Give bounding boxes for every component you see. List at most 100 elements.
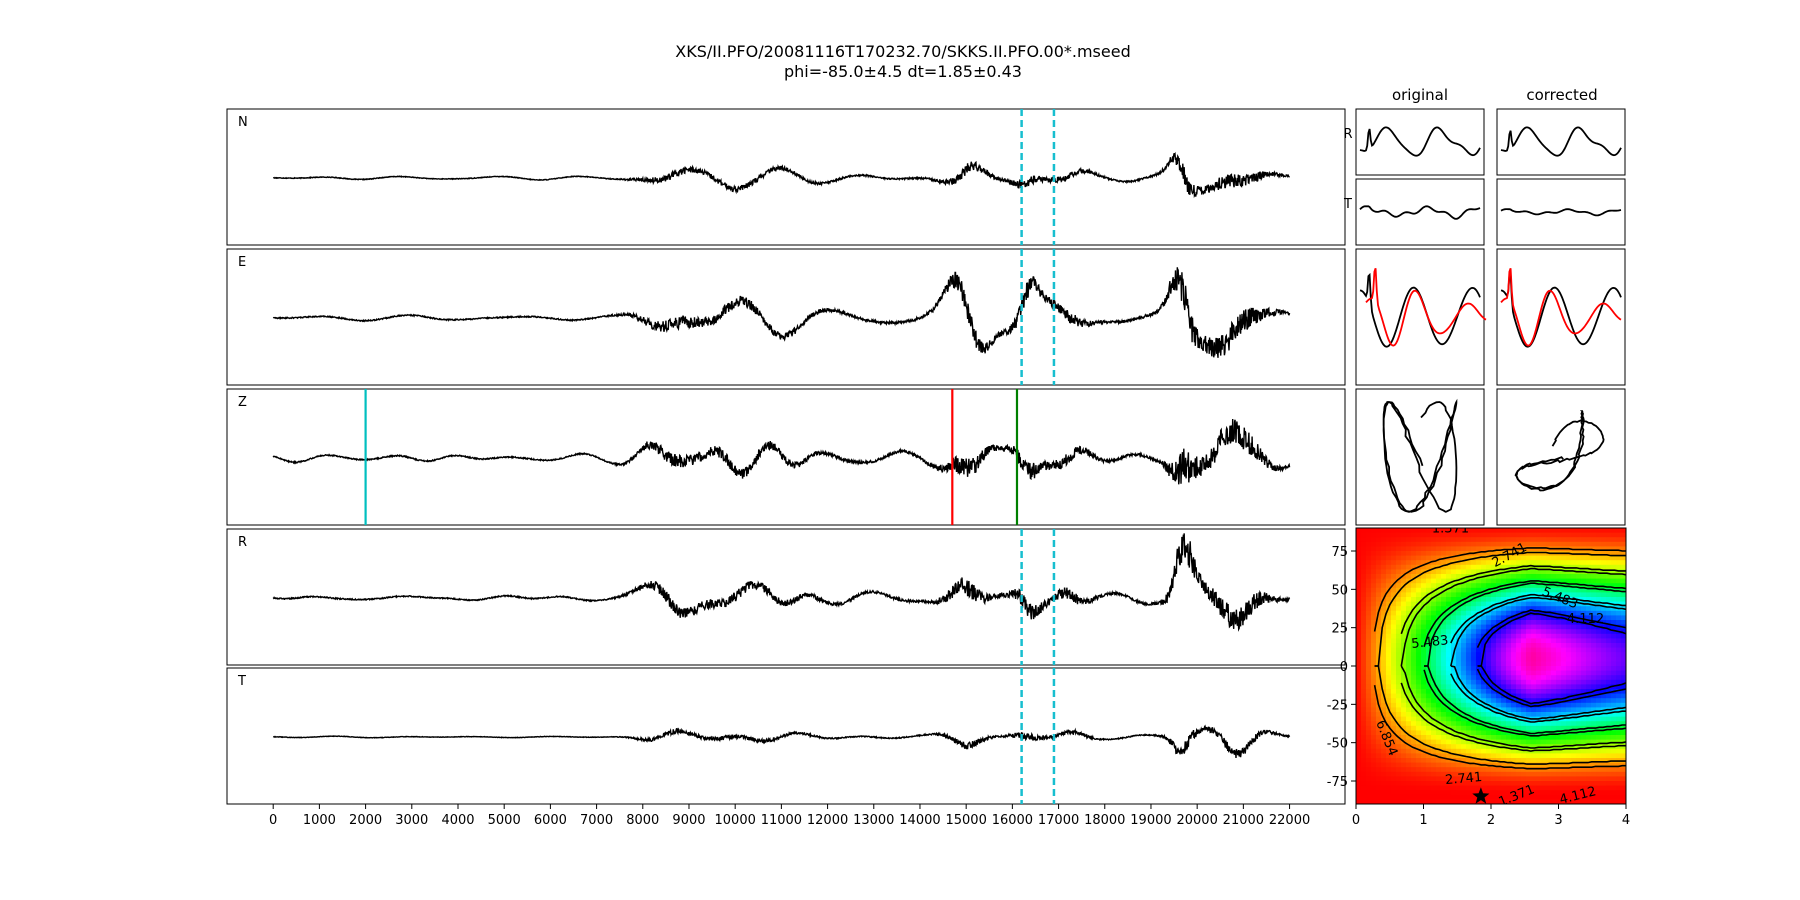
heatmap-cell <box>1416 560 1422 566</box>
heatmap-cell <box>1386 597 1392 603</box>
heatmap-cell <box>1491 661 1497 667</box>
heatmap-cell <box>1461 528 1467 534</box>
heatmap-cell <box>1356 735 1362 741</box>
heatmap-cell <box>1386 785 1392 791</box>
heatmap-cell <box>1551 721 1557 727</box>
heatmap-cell <box>1571 735 1577 741</box>
heatmap-cell <box>1446 532 1452 538</box>
heatmap-cell <box>1576 679 1582 685</box>
heatmap-cell <box>1606 716 1612 722</box>
heatmap-cell <box>1406 794 1412 800</box>
heatmap-cell <box>1491 610 1497 616</box>
heatmap-cell <box>1476 762 1482 768</box>
heatmap-cell <box>1566 537 1572 543</box>
heatmap-cell <box>1536 647 1542 653</box>
heatmap-cell <box>1361 730 1367 736</box>
heatmap-cell <box>1466 555 1472 561</box>
heatmap-cell <box>1521 767 1527 773</box>
heatmap-cell <box>1526 794 1532 800</box>
heatmap-cell <box>1361 555 1367 561</box>
heatmap-cell <box>1376 578 1382 584</box>
heatmap-cell <box>1366 748 1372 754</box>
heatmap-cell <box>1456 633 1462 639</box>
heatmap-cell <box>1386 744 1392 750</box>
heatmap-cell <box>1356 670 1362 676</box>
heatmap-cell <box>1606 762 1612 768</box>
heatmap-cell <box>1491 560 1497 566</box>
heatmap-cell <box>1541 794 1547 800</box>
heatmap-cell <box>1531 583 1537 589</box>
heatmap-cell <box>1536 675 1542 681</box>
heatmap-cell <box>1411 528 1417 534</box>
heatmap-cell <box>1526 785 1532 791</box>
heatmap-cell <box>1576 776 1582 782</box>
heatmap-cell <box>1381 615 1387 621</box>
heatmap-cell <box>1601 730 1607 736</box>
heatmap-cell <box>1451 624 1457 630</box>
heatmap-cell <box>1456 546 1462 552</box>
heatmap-cell <box>1446 753 1452 759</box>
contour-line <box>1450 597 1626 667</box>
heatmap-cell <box>1361 592 1367 598</box>
heatmap-cell <box>1521 689 1527 695</box>
heatmap-cell <box>1526 693 1532 699</box>
heatmap-cell <box>1506 633 1512 639</box>
heatmap-cell <box>1536 753 1542 759</box>
heatmap-cell <box>1531 739 1537 745</box>
heatmap-cell <box>1511 675 1517 681</box>
heatmap-cell <box>1491 716 1497 722</box>
heatmap-cell <box>1616 555 1622 561</box>
heatmap-cell <box>1526 583 1532 589</box>
heatmap-cell <box>1451 698 1457 704</box>
heatmap-cell <box>1386 776 1392 782</box>
heatmap-cell <box>1556 666 1562 672</box>
heatmap-cell <box>1426 702 1432 708</box>
heatmap-cell <box>1596 652 1602 658</box>
heatmap-cell <box>1401 716 1407 722</box>
contour-label: 5.483 <box>1411 633 1450 652</box>
heatmap-cell <box>1521 620 1527 626</box>
heatmap-cell <box>1466 597 1472 603</box>
heatmap-cell <box>1591 781 1597 787</box>
heatmap-cell <box>1461 541 1467 547</box>
heatmap-cell <box>1381 643 1387 649</box>
heatmap-cell <box>1621 528 1626 534</box>
heatmap-cell <box>1571 799 1577 804</box>
heatmap-cell <box>1376 721 1382 727</box>
heatmap-cell <box>1536 748 1542 754</box>
heatmap-cell <box>1476 730 1482 736</box>
heatmap-cell <box>1596 716 1602 722</box>
heatmap-cell <box>1386 767 1392 773</box>
heatmap-cell <box>1521 721 1527 727</box>
heatmap-cell <box>1371 698 1377 704</box>
heatmap-cell <box>1451 574 1457 580</box>
heatmap-cell <box>1436 638 1442 644</box>
heatmap-cell <box>1446 647 1452 653</box>
heatmap-cell <box>1401 781 1407 787</box>
heatmap-cell <box>1371 739 1377 745</box>
heatmap-cell <box>1366 689 1372 695</box>
heatmap-cell <box>1416 762 1422 768</box>
heatmap-cell <box>1456 610 1462 616</box>
heatmap-cell <box>1511 652 1517 658</box>
heatmap-cell <box>1461 785 1467 791</box>
heatmap-cell <box>1571 753 1577 759</box>
heatmap-cell <box>1411 597 1417 603</box>
heatmap-cell <box>1366 698 1372 704</box>
heatmap-cell <box>1561 661 1567 667</box>
heatmap-cell <box>1376 569 1382 575</box>
heatmap-cell <box>1496 624 1502 630</box>
heatmap-cell <box>1546 532 1552 538</box>
heatmap-cell <box>1611 785 1617 791</box>
heatmap-cell <box>1501 560 1507 566</box>
heatmap-cell <box>1366 615 1372 621</box>
heatmap-cell <box>1581 744 1587 750</box>
heatmap-cell <box>1371 758 1377 764</box>
heatmap-cell <box>1576 633 1582 639</box>
heatmap-cell <box>1541 721 1547 727</box>
heatmap-cell <box>1611 643 1617 649</box>
heatmap-cell <box>1506 684 1512 690</box>
heatmap-cell <box>1616 748 1622 754</box>
heatmap-cell <box>1591 790 1597 796</box>
heatmap-cell <box>1446 771 1452 777</box>
